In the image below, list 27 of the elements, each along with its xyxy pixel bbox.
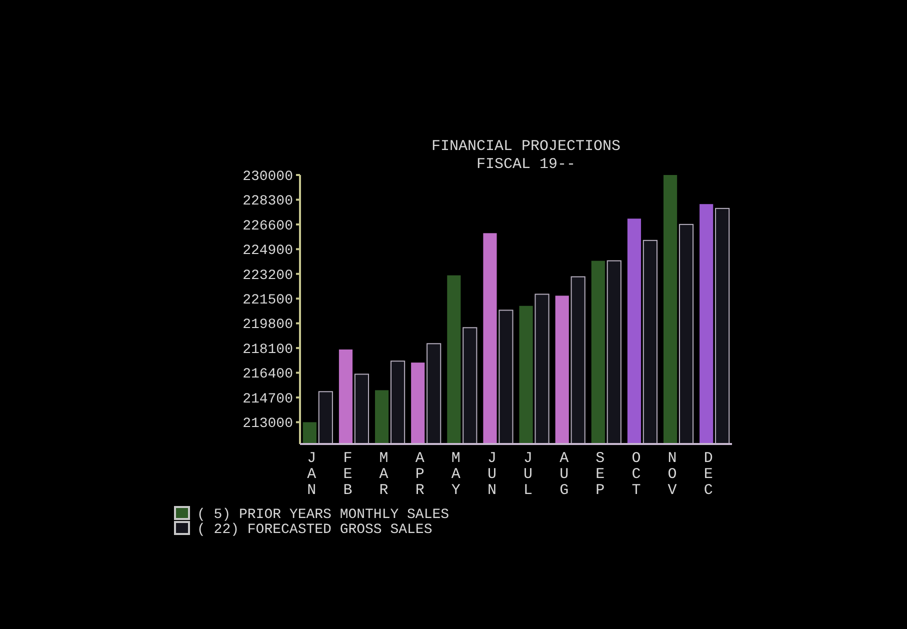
y-tick-label: 228300 (242, 194, 293, 210)
x-tick-label: AUG (560, 450, 569, 499)
x-tick-label: APR (415, 450, 424, 499)
x-tick-label: MAR (379, 450, 388, 499)
x-tick-label: DEC (704, 450, 713, 499)
x-tick-label: FEB (343, 450, 352, 499)
y-tick-label: 230000 (242, 168, 293, 185)
y-tick-label: 226600 (242, 218, 293, 234)
x-tick-label: JUL (524, 450, 533, 499)
y-tick-label: 219800 (242, 317, 293, 334)
x-tick-label: JUN (487, 450, 496, 499)
x-tick-label: JAN (307, 450, 316, 499)
legend-label: ( 22) FORECASTED GROSS SALES (197, 522, 432, 538)
chart-subtitle: FISCAL 19-- (476, 156, 576, 173)
y-tick-label: 214700 (242, 391, 293, 408)
y-tick-label: 218100 (242, 342, 293, 358)
x-tick-label: SEP (596, 450, 605, 499)
y-tick-label: 216400 (242, 366, 293, 383)
y-tick-label: 224900 (242, 243, 293, 260)
chart-title: FINANCIAL PROJECTIONS (431, 138, 621, 155)
legend-label: ( 5) PRIOR YEARS MONTHLY SALES (197, 507, 450, 523)
y-tick-label: 221500 (242, 292, 293, 308)
x-tick-label: MAY (451, 450, 460, 499)
x-tick-label: OCT (632, 450, 641, 499)
x-tick-label: NOV (668, 450, 677, 499)
y-tick-label: 213000 (242, 416, 293, 432)
y-tick-label: 223200 (242, 268, 293, 284)
